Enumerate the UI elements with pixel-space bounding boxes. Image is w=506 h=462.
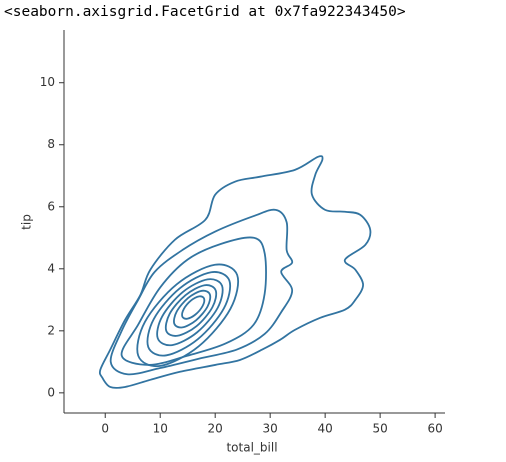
x-axis-label: total_bill <box>226 441 277 455</box>
x-tick-label: 30 <box>263 422 278 436</box>
contour-line <box>156 278 224 347</box>
y-tick-label: 10 <box>40 75 55 89</box>
contour-line <box>173 289 212 329</box>
x-tick-label: 50 <box>372 422 387 436</box>
contour-line <box>146 271 232 357</box>
contour-line <box>109 208 294 376</box>
y-tick-label: 6 <box>47 199 55 213</box>
contour-line <box>164 284 218 337</box>
output-text: <seaborn.axisgrid.FacetGrid at 0x7fa9223… <box>4 4 406 20</box>
x-tick-label: 0 <box>101 422 109 436</box>
y-axis-label: tip <box>20 214 34 230</box>
x-tick-label: 20 <box>208 422 223 436</box>
y-tick-label: 4 <box>47 261 55 275</box>
contour-line <box>136 263 240 368</box>
x-tick-label: 10 <box>153 422 168 436</box>
contour-line <box>120 236 267 366</box>
x-tick-label: 40 <box>318 422 333 436</box>
y-tick-label: 8 <box>47 137 55 151</box>
contour-line <box>181 295 206 320</box>
y-tick-label: 2 <box>47 323 55 337</box>
x-tick-label: 60 <box>427 422 442 436</box>
contour-line <box>98 155 372 389</box>
y-tick-label: 0 <box>47 385 55 399</box>
